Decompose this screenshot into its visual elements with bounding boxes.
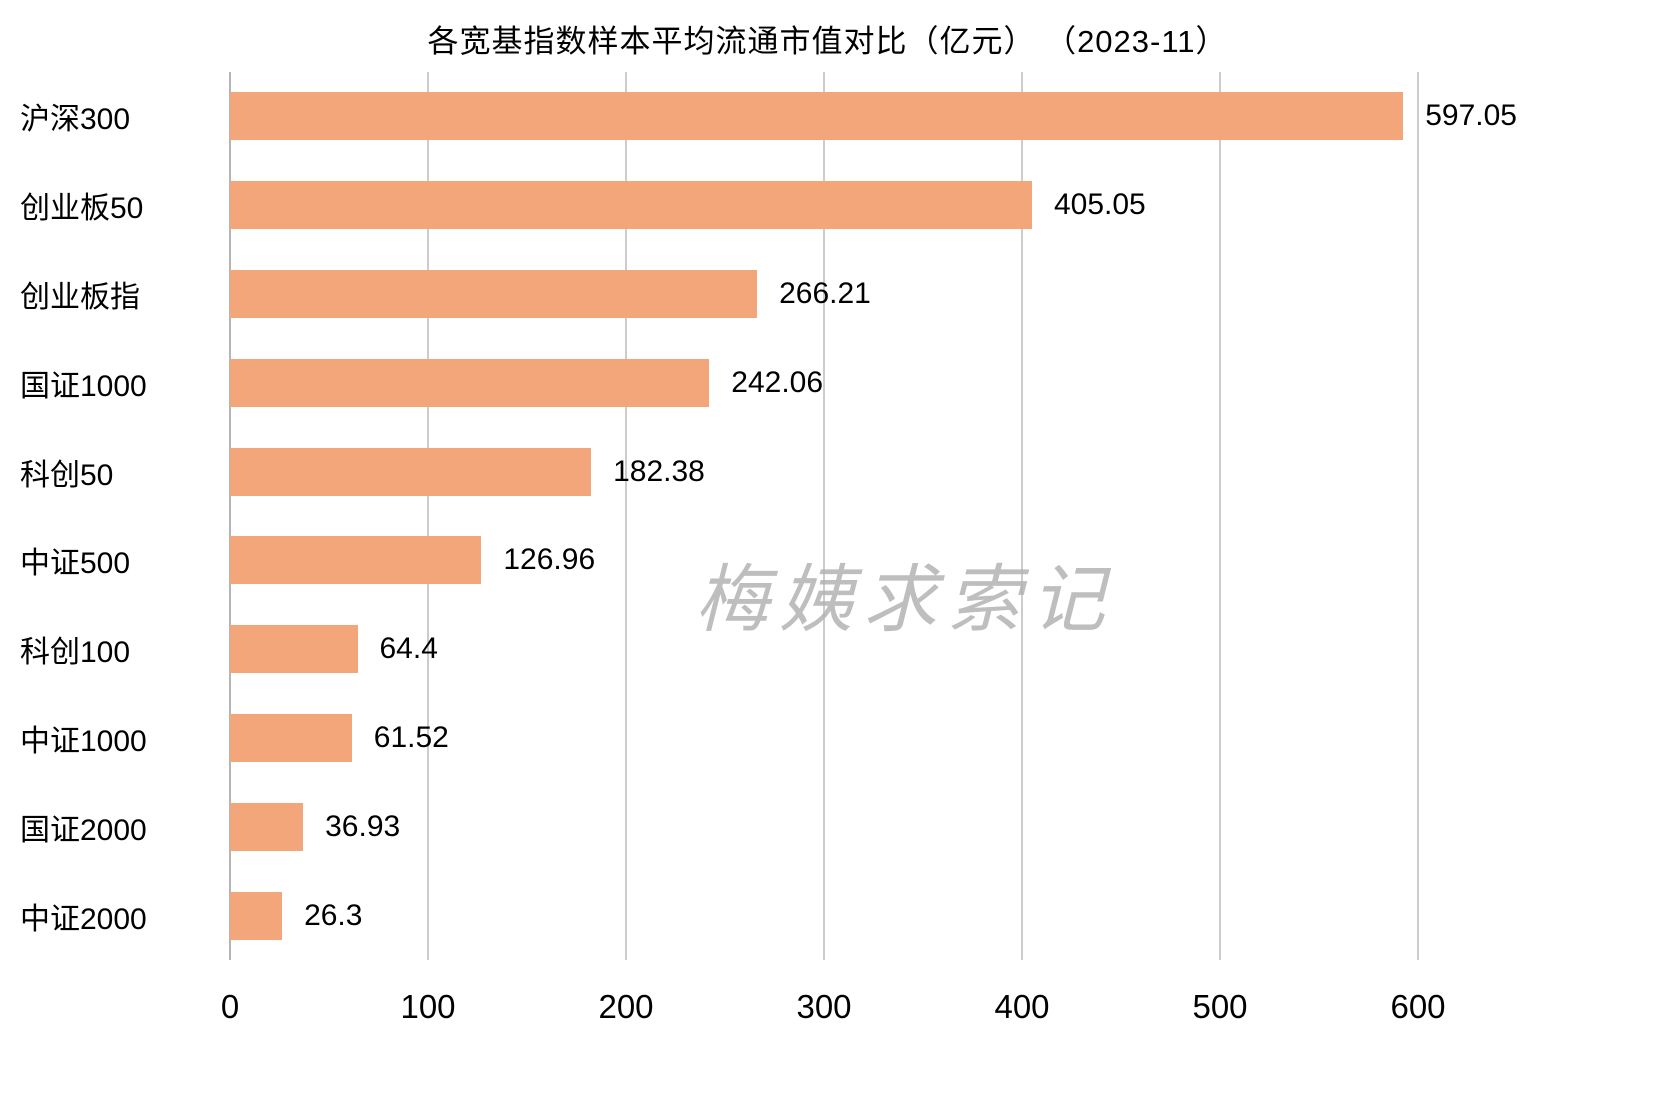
bar-row: 国证1000 242.06 xyxy=(0,338,1655,427)
bar-track: 182.38 xyxy=(230,447,1517,496)
bar-row: 沪深300 597.05 xyxy=(0,72,1655,161)
bar-row: 中证500 126.96 xyxy=(0,516,1655,605)
category-label: 创业板指 xyxy=(20,280,140,314)
bar xyxy=(230,625,358,674)
category-label: 创业板50 xyxy=(20,192,144,226)
bar-row: 创业板50 405.05 xyxy=(0,161,1655,250)
value-label: 182.38 xyxy=(613,454,705,488)
bar-row: 科创100 64.4 xyxy=(0,605,1655,694)
category-label: 科创100 xyxy=(20,636,131,670)
bar xyxy=(230,269,758,318)
bar xyxy=(230,802,304,851)
category-label: 中证2000 xyxy=(20,902,147,936)
x-tick-label: 500 xyxy=(1192,988,1248,1025)
value-label: 26.3 xyxy=(304,898,363,932)
chart-title: 各宽基指数样本平均流通市值对比（亿元） （2023-11） xyxy=(427,24,1228,59)
value-label: 36.93 xyxy=(325,809,401,843)
gridline xyxy=(823,72,825,960)
category-label: 中证500 xyxy=(20,547,131,581)
bar xyxy=(230,536,482,585)
bar-row: 中证1000 61.52 xyxy=(0,694,1655,783)
gridline xyxy=(625,72,627,960)
x-tick-label: 200 xyxy=(598,988,654,1025)
value-label: 242.06 xyxy=(731,365,824,399)
x-tick-label: 300 xyxy=(796,988,852,1025)
category-label: 国证2000 xyxy=(20,813,147,847)
plot-area: 0 100 200 300 400 500 600 xyxy=(221,72,1517,1025)
bar-track: 61.52 xyxy=(230,713,1517,762)
gridline xyxy=(427,72,429,960)
gridline xyxy=(1417,72,1419,960)
bar-track: 597.05 xyxy=(230,92,1517,141)
x-tick-label: 0 xyxy=(220,988,240,1025)
value-label: 405.05 xyxy=(1053,188,1146,222)
value-label: 126.96 xyxy=(503,543,596,577)
bar xyxy=(230,358,710,407)
bar-row: 国证2000 36.93 xyxy=(0,782,1655,871)
y-axis-line xyxy=(229,72,231,960)
value-label: 64.4 xyxy=(379,632,438,666)
bar xyxy=(230,181,1032,230)
category-label: 国证1000 xyxy=(20,369,147,403)
bar-track: 266.21 xyxy=(230,269,1517,318)
bar-row: 科创50 182.38 xyxy=(0,427,1655,516)
bar xyxy=(230,891,283,940)
bar-track: 64.4 xyxy=(230,625,1517,674)
value-label: 266.21 xyxy=(779,276,871,310)
x-tick-label: 400 xyxy=(994,988,1050,1025)
category-label: 中证1000 xyxy=(20,724,147,758)
bar-track: 36.93 xyxy=(230,802,1517,851)
bar-row: 创业板指 266.21 xyxy=(0,250,1655,339)
bars-container: 沪深300 597.05 创业板50 405.05 创业板指 266.21 国证1000 24… xyxy=(0,72,1655,960)
bar-track: 26.3 xyxy=(230,891,1517,940)
bar-track: 405.05 xyxy=(230,181,1517,230)
bar-track: 242.06 xyxy=(230,358,1517,407)
x-tick-label: 100 xyxy=(400,988,456,1025)
bar-track: 126.96 xyxy=(230,536,1517,585)
value-label: 61.52 xyxy=(373,720,449,754)
bar-row: 中证2000 26.3 xyxy=(0,871,1655,960)
category-label: 科创50 xyxy=(20,458,114,492)
bar xyxy=(230,713,352,762)
bar xyxy=(230,447,592,496)
category-label: 沪深300 xyxy=(20,103,131,137)
gridline xyxy=(1021,72,1023,960)
gridline xyxy=(1219,72,1221,960)
bar xyxy=(230,92,1404,141)
value-label: 597.05 xyxy=(1425,99,1517,133)
x-tick-label: 600 xyxy=(1390,988,1446,1025)
